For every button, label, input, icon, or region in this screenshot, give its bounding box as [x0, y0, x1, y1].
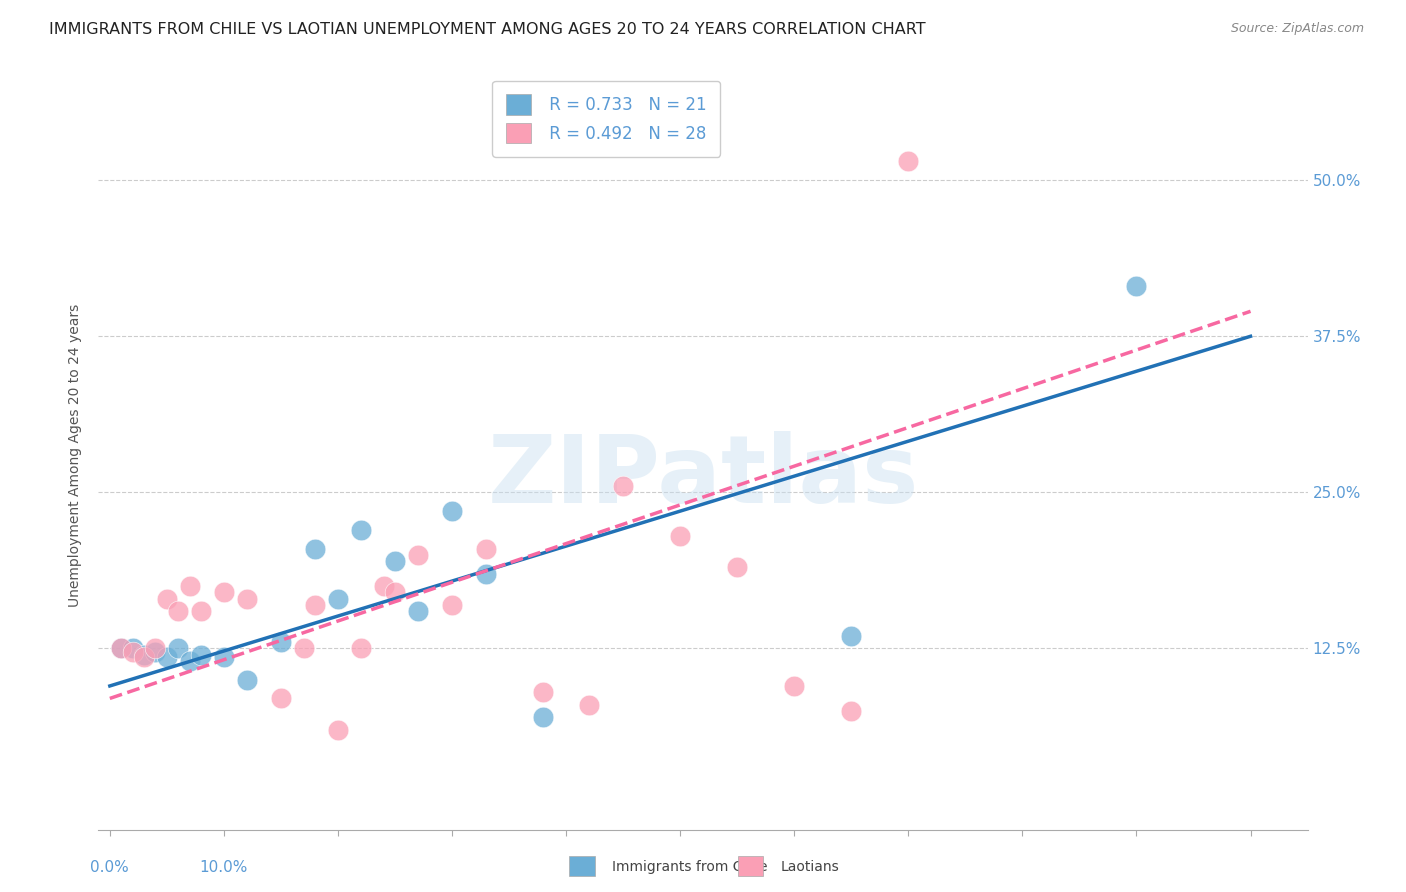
Point: [531, 685, 554, 699]
Point: [441, 504, 464, 518]
Point: [145, 641, 167, 656]
Point: [304, 541, 326, 556]
Point: [725, 560, 748, 574]
Point: [292, 641, 315, 656]
Point: [897, 154, 920, 169]
Point: [406, 604, 429, 618]
Point: [326, 723, 349, 737]
Point: [783, 679, 806, 693]
Point: [235, 673, 257, 687]
Text: 10.0%: 10.0%: [200, 860, 247, 874]
Point: [121, 645, 143, 659]
Text: Source: ZipAtlas.com: Source: ZipAtlas.com: [1230, 22, 1364, 36]
Point: [235, 591, 257, 606]
Point: [612, 479, 634, 493]
Y-axis label: Unemployment Among Ages 20 to 24 years: Unemployment Among Ages 20 to 24 years: [67, 303, 82, 607]
Point: [190, 648, 212, 662]
Point: [669, 529, 692, 543]
Text: IMMIGRANTS FROM CHILE VS LAOTIAN UNEMPLOYMENT AMONG AGES 20 TO 24 YEARS CORRELAT: IMMIGRANTS FROM CHILE VS LAOTIAN UNEMPLO…: [49, 22, 925, 37]
Point: [179, 579, 201, 593]
Point: [1125, 279, 1147, 293]
Point: [156, 650, 179, 665]
Text: 0.0%: 0.0%: [90, 860, 129, 874]
Point: [156, 591, 179, 606]
Point: [145, 645, 167, 659]
Point: [167, 641, 190, 656]
Point: [167, 604, 190, 618]
Point: [384, 554, 406, 568]
Point: [406, 548, 429, 562]
Point: [350, 641, 373, 656]
Legend:  R = 0.733   N = 21,  R = 0.492   N = 28: R = 0.733 N = 21, R = 0.492 N = 28: [492, 81, 720, 157]
Point: [475, 541, 498, 556]
Point: [475, 566, 498, 581]
Point: [110, 641, 132, 656]
Point: [132, 650, 155, 665]
Point: [384, 585, 406, 599]
Point: [531, 710, 554, 724]
Point: [179, 654, 201, 668]
Text: Laotians: Laotians: [780, 860, 839, 874]
Point: [839, 704, 862, 718]
Point: [121, 641, 143, 656]
Text: Immigrants from Chile: Immigrants from Chile: [612, 860, 768, 874]
Point: [270, 635, 292, 649]
Point: [441, 598, 464, 612]
Point: [373, 579, 395, 593]
Point: [839, 629, 862, 643]
Point: [190, 604, 212, 618]
Point: [212, 650, 235, 665]
Point: [110, 641, 132, 656]
Text: ZIPatlas: ZIPatlas: [488, 432, 918, 524]
Point: [326, 591, 349, 606]
Point: [132, 648, 155, 662]
Point: [304, 598, 326, 612]
Point: [578, 698, 600, 712]
Point: [350, 523, 373, 537]
Point: [212, 585, 235, 599]
Point: [270, 691, 292, 706]
